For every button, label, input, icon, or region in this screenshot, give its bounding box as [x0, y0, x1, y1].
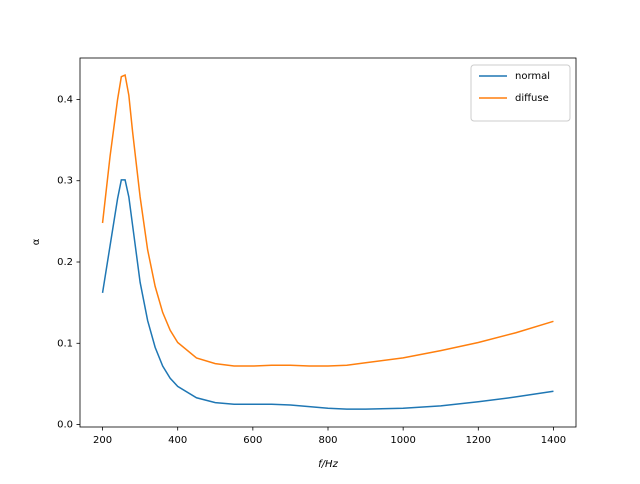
- legend-label: normal: [515, 71, 550, 82]
- axes-frame: [79, 57, 577, 428]
- x-tick-label: 400: [168, 435, 187, 446]
- x-tick-label: 200: [93, 435, 112, 446]
- x-tick-label: 800: [318, 435, 337, 446]
- y-tick-label: 0.2: [57, 257, 73, 268]
- x-axis-label: f/Hz: [318, 459, 338, 470]
- y-tick-label: 0.4: [57, 94, 73, 105]
- x-tick-label: 600: [243, 435, 262, 446]
- x-tick-label: 1000: [390, 435, 415, 446]
- x-tick-label: 1200: [466, 435, 491, 446]
- y-tick-label: 0.1: [57, 338, 73, 349]
- legend-box: [470, 64, 571, 122]
- legend-label: diffuse: [515, 93, 549, 104]
- data-line: [101, 74, 554, 367]
- y-tick-label: 0.0: [57, 420, 73, 431]
- y-tick-label: 0.3: [57, 176, 73, 187]
- data-line: [101, 179, 554, 410]
- x-tick-label: 1400: [541, 435, 566, 446]
- y-axis-label: α: [31, 238, 42, 245]
